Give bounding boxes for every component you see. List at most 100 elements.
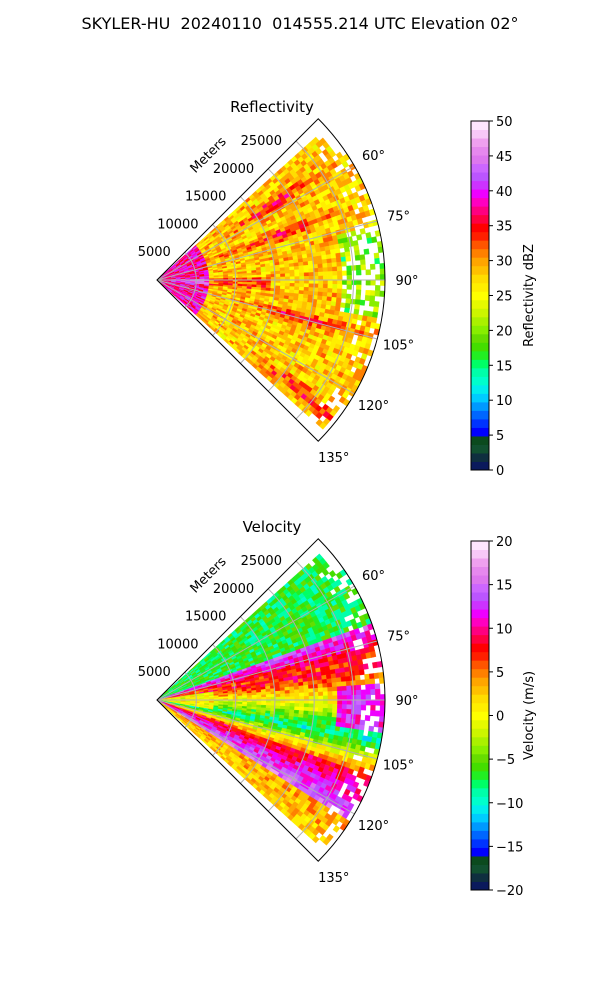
radar-cell	[373, 672, 380, 679]
radar-cell	[374, 683, 381, 690]
radar-cell	[365, 699, 372, 706]
radar-cell	[369, 651, 377, 658]
radar-cell	[355, 714, 361, 721]
radar-cell	[336, 288, 343, 294]
radar-cell	[332, 266, 338, 272]
radar-cell	[365, 269, 371, 276]
radar-cell	[256, 702, 262, 706]
radar-cell	[365, 289, 371, 296]
colorbar-swatch	[471, 367, 489, 377]
radar-cell	[303, 696, 310, 701]
radar-cell	[274, 687, 281, 692]
radar-cell	[322, 267, 329, 273]
radar-cell	[335, 257, 342, 263]
radar-cell	[265, 688, 271, 693]
colorbar-swatch	[471, 410, 489, 420]
radar-cell	[303, 706, 310, 712]
radar-cell	[302, 681, 309, 686]
radar-cell	[317, 683, 324, 689]
radar-cell	[344, 302, 351, 309]
colorbar-swatch	[471, 206, 489, 216]
radar-cell	[340, 302, 346, 309]
colorbar-swatch	[471, 376, 489, 386]
radar-cell	[373, 252, 380, 259]
radar-cell	[260, 271, 267, 276]
radar-cell	[322, 287, 329, 293]
azimuth-tick-label: 120°	[358, 399, 389, 414]
radar-cell	[356, 269, 362, 276]
radar-cell	[336, 292, 343, 299]
radar-cell	[346, 690, 352, 696]
radar-cell	[374, 285, 381, 292]
radar-cell	[303, 264, 309, 270]
radar-cell	[284, 286, 291, 290]
range-tick-label: 25000	[241, 134, 282, 149]
radar-cell	[322, 263, 328, 269]
radar-cell	[326, 296, 333, 302]
radar-cell	[299, 279, 305, 284]
radar-cell	[289, 273, 295, 278]
radar-cell	[298, 286, 305, 292]
radar-cell	[340, 256, 347, 263]
colorbar-swatch	[471, 316, 489, 326]
velocity-panel	[156, 538, 493, 891]
radar-cell	[331, 677, 337, 684]
radar-cell	[331, 296, 337, 303]
radar-cell	[275, 705, 281, 710]
radar-cell	[275, 270, 281, 275]
radar-cell	[369, 683, 376, 690]
radar-cell	[341, 685, 348, 692]
radar-cell	[275, 282, 281, 287]
radar-cell	[298, 706, 305, 712]
radar-cell	[336, 712, 343, 719]
radar-cell	[346, 709, 352, 715]
radar-cell	[322, 707, 329, 713]
radar-cell	[356, 694, 362, 701]
radar-cell	[358, 729, 365, 736]
colorbar-swatch	[471, 325, 489, 335]
radar-cell	[330, 673, 337, 679]
radar-cell	[332, 288, 338, 294]
radar-cell	[284, 690, 291, 694]
radar-cell	[246, 272, 253, 276]
radar-cell	[289, 702, 295, 707]
radar-cell	[354, 724, 360, 731]
radar-cell	[354, 254, 361, 261]
radar-cell	[289, 276, 296, 281]
radar-cell	[299, 272, 305, 277]
radar-cell	[360, 679, 366, 686]
radar-cell	[261, 694, 267, 698]
radar-cell	[293, 685, 300, 691]
colorbar-swatch	[471, 401, 489, 411]
radar-cell	[355, 709, 362, 716]
radar-cell	[370, 704, 376, 711]
radar-cell	[351, 694, 357, 701]
radar-cell	[379, 268, 386, 275]
radar-cell	[308, 268, 314, 273]
radar-cell	[369, 710, 376, 717]
radar-cell	[375, 274, 381, 281]
radar-cell	[246, 695, 253, 699]
radar-cell	[369, 263, 376, 270]
radar-field	[156, 136, 386, 430]
radar-cell	[379, 694, 386, 701]
radar-cell	[294, 286, 300, 291]
radar-cell	[354, 674, 361, 681]
radar-cell	[308, 272, 314, 277]
colorbar-tick-label: 35	[496, 220, 513, 235]
radar-cell	[318, 699, 324, 705]
radar-cell	[303, 703, 310, 708]
radar-cell	[322, 711, 328, 717]
radar-cell	[365, 689, 371, 696]
colorbar-swatch	[471, 138, 489, 148]
radar-cell	[326, 682, 333, 688]
radar-cell	[317, 687, 324, 693]
radar-cell	[327, 699, 334, 705]
radar-cell	[308, 283, 314, 288]
radar-cell	[356, 689, 362, 696]
radar-cell	[308, 287, 314, 292]
radar-cell	[289, 279, 296, 284]
radar-cell	[279, 690, 286, 695]
radar-cell	[322, 275, 329, 281]
radar-cell	[341, 713, 347, 719]
